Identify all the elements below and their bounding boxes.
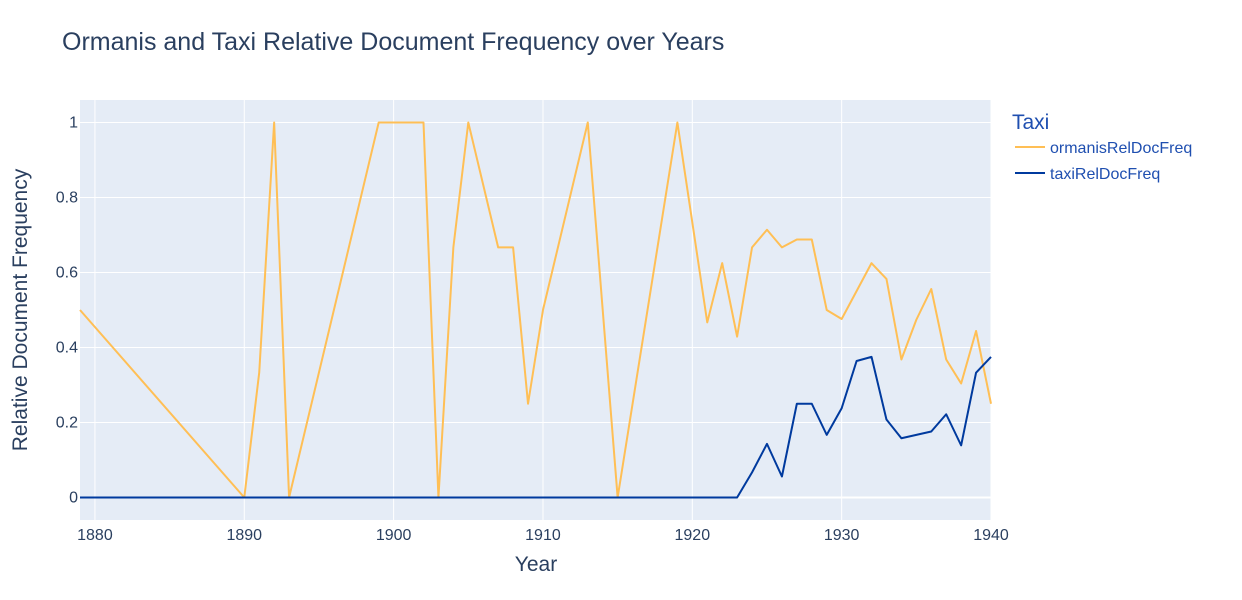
legend-title: Taxi (1012, 111, 1049, 134)
series-lines (79, 121, 992, 499)
y-axis-title: Relative Document Frequency (9, 168, 32, 451)
x-tick-label: 1910 (525, 527, 561, 544)
legend-item-taxiRelDocFreq[interactable]: taxiRelDocFreq (1015, 166, 1160, 183)
grid (80, 100, 992, 520)
x-tick-label: 1890 (226, 527, 262, 544)
x-tick-label: 1900 (376, 527, 412, 544)
legend-label: taxiRelDocFreq (1050, 166, 1160, 183)
x-tick-label: 1880 (77, 527, 113, 544)
chart-title: Ormanis and Taxi Relative Document Frequ… (62, 28, 724, 56)
axis-ticks: 1880 1890 1900 1910 1920 1930 1940 0 0.2 0.4 0.6 0.… (56, 115, 1009, 545)
x-axis-title: Year (515, 553, 557, 576)
y-tick-label: 1 (69, 115, 78, 132)
legend-label: ormanisRelDocFreq (1050, 140, 1192, 157)
series-line-taxiRelDocFreq (80, 355, 992, 499)
y-tick-label: 0.2 (56, 415, 78, 432)
x-tick-label: 1930 (824, 527, 860, 544)
y-tick-label: 0.4 (56, 340, 78, 357)
y-tick-label: 0 (69, 490, 78, 507)
y-tick-label: 0.6 (56, 265, 78, 282)
legend[interactable]: Taxi ormanisRelDocFreq taxiRelDocFreq (1012, 111, 1192, 183)
legend-item-ormanisRelDocFreq[interactable]: ormanisRelDocFreq (1015, 140, 1192, 157)
series-line-ormanisRelDocFreq (79, 121, 992, 499)
plot-area (80, 100, 991, 520)
x-tick-label: 1940 (973, 527, 1009, 544)
x-tick-label: 1920 (675, 527, 711, 544)
y-tick-label: 0.8 (56, 190, 78, 207)
